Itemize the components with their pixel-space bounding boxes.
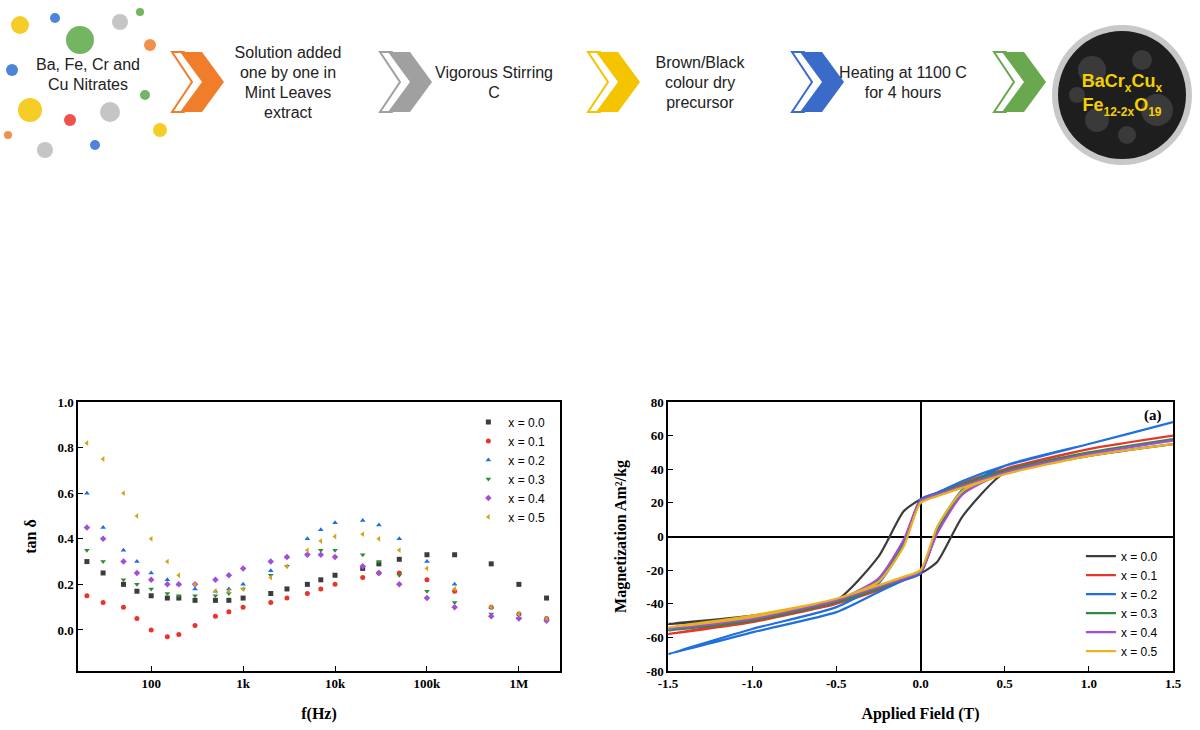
svg-text:-1.5: -1.5 [658,676,679,691]
svg-text:Vigorous StirringC: Vigorous StirringC [435,64,553,101]
svg-text:0.0: 0.0 [912,676,928,691]
svg-text:x = 0.3: x = 0.3 [1121,607,1158,621]
svg-text:0.2: 0.2 [57,577,73,592]
svg-text:x = 0.5: x = 0.5 [1121,645,1158,659]
svg-text:1.0: 1.0 [57,395,73,410]
svg-text:x = 0.2: x = 0.2 [1121,588,1158,602]
svg-text:-0.5: -0.5 [826,676,847,691]
svg-text:-20: -20 [646,563,663,578]
svg-text:Fe12-2xO19: Fe12-2xO19 [1082,95,1161,119]
svg-text:10k: 10k [325,676,346,691]
svg-text:x = 0.4: x = 0.4 [1121,626,1158,640]
svg-text:BaCrxCux: BaCrxCux [1082,71,1163,95]
svg-text:20: 20 [651,495,664,510]
svg-text:40: 40 [651,462,664,477]
svg-text:60: 60 [651,428,664,443]
svg-text:0.4: 0.4 [57,531,74,546]
svg-text:-1.0: -1.0 [742,676,763,691]
svg-text:x = 0.2: x = 0.2 [508,454,545,468]
svg-text:Ba, Fe, Cr andCu Nitrates: Ba, Fe, Cr andCu Nitrates [36,56,140,93]
svg-text:80: 80 [651,395,664,410]
svg-text:Magnetization Am²/kg: Magnetization Am²/kg [612,460,630,613]
svg-text:0.6: 0.6 [57,486,74,501]
svg-text:tan δ: tan δ [22,519,39,554]
svg-text:x = 0.3: x = 0.3 [508,473,545,487]
svg-text:0.0: 0.0 [57,623,73,638]
svg-text:Heating at 1100 Cfor 4 hours: Heating at 1100 Cfor 4 hours [839,64,967,101]
svg-text:x = 0.1: x = 0.1 [508,435,545,449]
svg-text:1k: 1k [236,676,251,691]
svg-text:-80: -80 [646,664,663,679]
svg-text:f(Hz): f(Hz) [301,705,337,723]
svg-text:Solution addedone by one inMin: Solution addedone by one inMint Leavesex… [235,44,342,121]
svg-text:x = 0.0: x = 0.0 [508,416,545,430]
svg-text:Applied Field (T): Applied Field (T) [861,705,979,723]
svg-text:100: 100 [141,676,161,691]
svg-text:1M: 1M [509,676,528,691]
svg-text:(a): (a) [1144,407,1162,424]
svg-text:x = 0.1: x = 0.1 [1121,569,1158,583]
svg-text:0.5: 0.5 [997,676,1014,691]
svg-text:Brown/Blackcolour dryprecursor: Brown/Blackcolour dryprecursor [656,54,746,111]
svg-text:0.8: 0.8 [57,440,74,455]
svg-text:x = 0.4: x = 0.4 [508,492,545,506]
svg-text:0: 0 [657,529,664,544]
svg-text:100k: 100k [414,676,442,691]
svg-text:-40: -40 [646,596,663,611]
svg-text:x = 0.0: x = 0.0 [1121,550,1158,564]
svg-text:x = 0.5: x = 0.5 [508,511,545,525]
svg-text:-60: -60 [646,630,663,645]
svg-text:1.0: 1.0 [1081,676,1097,691]
svg-text:1.5: 1.5 [1165,676,1182,691]
